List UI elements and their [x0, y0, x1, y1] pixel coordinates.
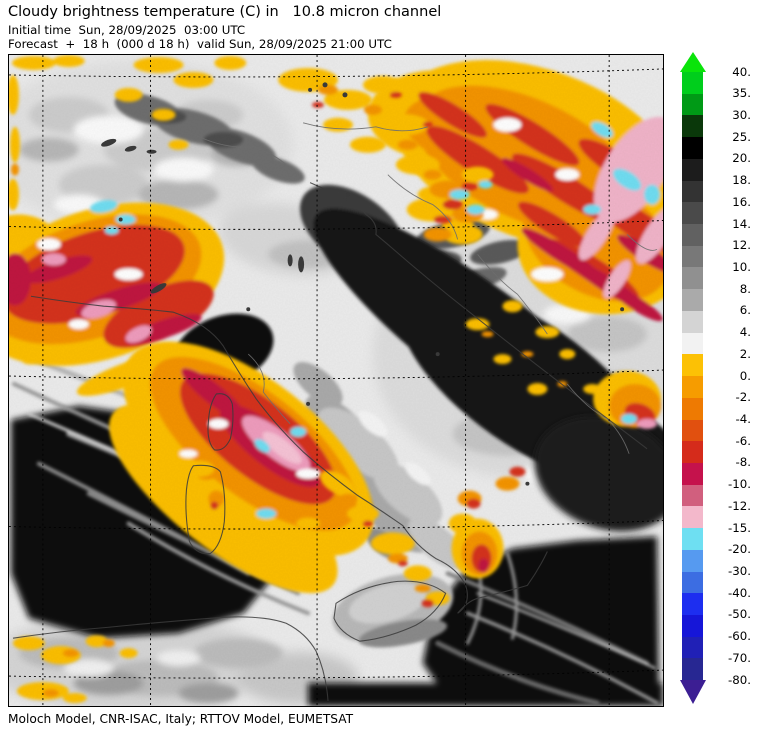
colorbar-segments	[682, 72, 703, 681]
model-credits: Moloch Model, CNR-ISAC, Italy; RTTOV Mod…	[8, 712, 354, 726]
colorbar-tick-label: 0.	[739, 368, 751, 383]
colorbar-segment	[682, 571, 703, 594]
chart-title: Cloudy brightness temperature (C) in 10.…	[8, 4, 442, 20]
colorbar-arrow-above-max	[680, 52, 706, 72]
colorbar-tick-label: 18.	[732, 173, 751, 188]
colorbar-segment	[682, 180, 703, 203]
colorbar-segment	[682, 289, 703, 311]
colorbar-tick-label: 40.	[732, 64, 751, 79]
colorbar-segment	[682, 267, 703, 290]
colorbar-tick-label: 6.	[739, 303, 751, 318]
colorbar-segment	[682, 528, 703, 550]
colorbar-segment	[682, 658, 703, 681]
colorbar-segment	[682, 549, 703, 572]
forecast-valid-line: Forecast + 18 h (000 d 18 h) valid Sun, …	[8, 37, 392, 51]
colorbar-tick-label: -40.	[727, 585, 751, 600]
colorbar-tick-label: 8.	[739, 281, 751, 296]
colorbar-segment	[682, 310, 703, 333]
colorbar-tick-label: 10.	[732, 259, 751, 274]
colorbar-tick-label: -70.	[727, 650, 751, 665]
colorbar-tick-label: 16.	[732, 194, 751, 209]
colorbar-tick-label: -8.	[735, 455, 751, 470]
colorbar-tick-label: -30.	[727, 563, 751, 578]
colorbar-tick-label: -80.	[727, 672, 751, 687]
colorbar-tick-label: -50.	[727, 607, 751, 622]
colorbar-tick-label: 20.	[732, 151, 751, 166]
map-canvas	[8, 54, 664, 707]
colorbar-tick-label: -15.	[727, 520, 751, 535]
colorbar-tick-label: 35.	[732, 86, 751, 101]
colorbar-segment	[682, 614, 703, 637]
colorbar-segment	[682, 462, 703, 485]
colorbar-tick-label: 2.	[739, 346, 751, 361]
colorbar-segment	[682, 137, 703, 159]
colorbar-labels: 40. 35. 30. 25. 20. 18. 16. 14. 12. 10. 8. 6. 4. 2. 0.…	[704, 65, 754, 692]
colorbar-segment	[682, 202, 703, 225]
colorbar-segment	[682, 419, 703, 442]
initial-time-line: Initial time Sun, 28/09/2025 03:00 UTC	[8, 23, 246, 37]
colorbar-tick-label: 4.	[739, 325, 751, 340]
colorbar-tick-label: -6.	[735, 433, 751, 448]
colorbar-segment	[682, 115, 703, 138]
colorbar-tick-label: -10.	[727, 477, 751, 492]
colorbar-tick-label: -60.	[727, 629, 751, 644]
colorbar-segment	[682, 93, 703, 116]
colorbar-segment	[682, 354, 703, 377]
colorbar-segment	[682, 245, 703, 268]
colorbar-segment	[682, 397, 703, 420]
colorbar-segment	[682, 224, 703, 246]
colorbar-segment	[682, 376, 703, 398]
colorbar-segment	[682, 158, 703, 181]
brightness-temperature-map	[9, 55, 663, 706]
colorbar-segment	[682, 441, 703, 463]
colorbar-tick-label: -2.	[735, 390, 751, 405]
colorbar-segment	[682, 484, 703, 507]
colorbar-segment	[682, 636, 703, 659]
colorbar-tick-label: 12.	[732, 238, 751, 253]
colorbar-tick-label: -20.	[727, 542, 751, 557]
colorbar-tick-label: -12.	[727, 498, 751, 513]
colorbar-segment	[682, 72, 703, 94]
colorbar-tick-label: 14.	[732, 216, 751, 231]
colorbar-segment	[682, 506, 703, 529]
colorbar-tick-label: -4.	[735, 411, 751, 426]
colorbar-segment	[682, 593, 703, 615]
colorbar-tick-label: 25.	[732, 129, 751, 144]
colorbar-arrow-below-min	[680, 680, 706, 704]
noise-texture-overlay	[9, 55, 663, 706]
colorbar-segment	[682, 332, 703, 355]
colorbar-tick-label: 30.	[732, 107, 751, 122]
